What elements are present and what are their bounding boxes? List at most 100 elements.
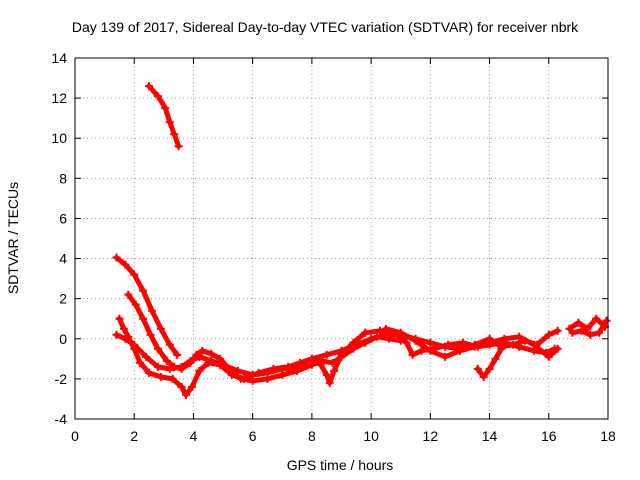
- data-point: [307, 354, 316, 363]
- data-point: [165, 118, 174, 127]
- x-tick-label: 16: [541, 428, 557, 444]
- data-point: [168, 374, 177, 383]
- data-point: [195, 366, 204, 375]
- data-point: [161, 104, 170, 113]
- x-axis-label: GPS time / hours: [287, 457, 394, 473]
- data-point: [396, 328, 405, 337]
- data-point: [352, 340, 361, 349]
- data-point: [278, 364, 287, 373]
- data-point: [239, 374, 248, 383]
- data-point: [441, 352, 450, 361]
- data-point: [182, 390, 191, 399]
- y-tick-label: 2: [59, 291, 67, 307]
- series-arc-5: [381, 324, 562, 361]
- series-arc-high: [145, 82, 183, 151]
- data-point: [165, 340, 174, 349]
- x-tick-label: 6: [249, 428, 257, 444]
- data-point: [491, 354, 500, 363]
- data-point: [485, 338, 494, 347]
- data-point: [337, 346, 346, 355]
- x-tick-label: 2: [130, 428, 138, 444]
- data-point: [592, 314, 601, 323]
- data-point: [568, 328, 577, 337]
- data-point: [153, 362, 162, 371]
- data-point: [174, 142, 183, 151]
- y-tick-label: 8: [59, 170, 67, 186]
- data-point: [263, 368, 272, 377]
- data-point: [195, 352, 204, 361]
- data-point: [177, 382, 186, 391]
- data-point: [130, 270, 139, 279]
- y-tick-label: 4: [59, 251, 67, 267]
- data-point: [402, 338, 411, 347]
- data-point: [565, 324, 574, 333]
- y-tick-label: 6: [59, 210, 67, 226]
- x-tick-label: 0: [71, 428, 79, 444]
- data-point: [361, 328, 370, 337]
- data-point: [153, 92, 162, 101]
- data-point: [142, 352, 151, 361]
- data-point: [165, 364, 174, 373]
- data-point: [375, 326, 384, 335]
- data-point: [145, 82, 154, 91]
- data-point: [248, 370, 257, 379]
- data-point: [219, 360, 228, 369]
- series-arc-8: [568, 316, 611, 339]
- data-point: [455, 346, 464, 355]
- data-point: [162, 356, 171, 365]
- x-tick-label: 8: [308, 428, 316, 444]
- data-point: [553, 344, 562, 353]
- y-tick-label: 0: [59, 331, 67, 347]
- data-point: [417, 346, 426, 355]
- data-point: [509, 340, 518, 349]
- data-point: [124, 290, 133, 299]
- y-tick-label: 14: [51, 50, 67, 66]
- data-point: [112, 330, 121, 339]
- y-tick-label: -4: [55, 411, 68, 427]
- series-arc-6: [473, 344, 506, 381]
- data-point: [322, 370, 331, 379]
- data-point: [500, 334, 509, 343]
- data-point: [408, 350, 417, 359]
- data-point: [153, 344, 162, 353]
- data-point: [186, 356, 195, 365]
- data-point: [473, 364, 482, 373]
- data-point: [233, 366, 242, 375]
- plot-frame: [74, 57, 609, 420]
- data-point: [322, 350, 331, 359]
- data-point: [316, 360, 325, 369]
- data-point: [139, 314, 148, 323]
- tick-layer: 0 2 4 6 8 10 12 14 16 18 -4 -2 0 2 4 6 8 10 12 14: [51, 50, 616, 444]
- x-tick-label: 14: [482, 428, 498, 444]
- data-point: [515, 332, 524, 341]
- data-layer: [112, 82, 611, 399]
- data-point: [170, 130, 179, 139]
- data-point: [198, 346, 207, 355]
- y-tick-label: -2: [55, 371, 68, 387]
- data-point: [553, 326, 562, 335]
- data-point: [485, 364, 494, 373]
- data-point: [293, 362, 302, 371]
- data-point: [112, 253, 121, 262]
- data-point: [426, 346, 435, 355]
- data-point: [121, 334, 130, 343]
- y-axis-label: SDTVAR / TECUs: [5, 182, 21, 294]
- data-point: [156, 324, 165, 333]
- data-point: [173, 350, 182, 359]
- data-point: [136, 358, 145, 367]
- y-tick-label: 10: [51, 130, 67, 146]
- data-point: [426, 338, 435, 347]
- data-point: [544, 330, 553, 339]
- y-tick-label: 12: [51, 90, 67, 106]
- data-point: [470, 342, 479, 351]
- data-point: [586, 330, 595, 339]
- data-point: [145, 368, 154, 377]
- data-point: [207, 349, 216, 358]
- x-tick-label: 12: [423, 428, 439, 444]
- data-point: [497, 344, 506, 353]
- series-trace: [114, 255, 180, 358]
- data-point: [577, 326, 586, 335]
- data-point: [130, 340, 139, 349]
- data-point: [131, 300, 140, 309]
